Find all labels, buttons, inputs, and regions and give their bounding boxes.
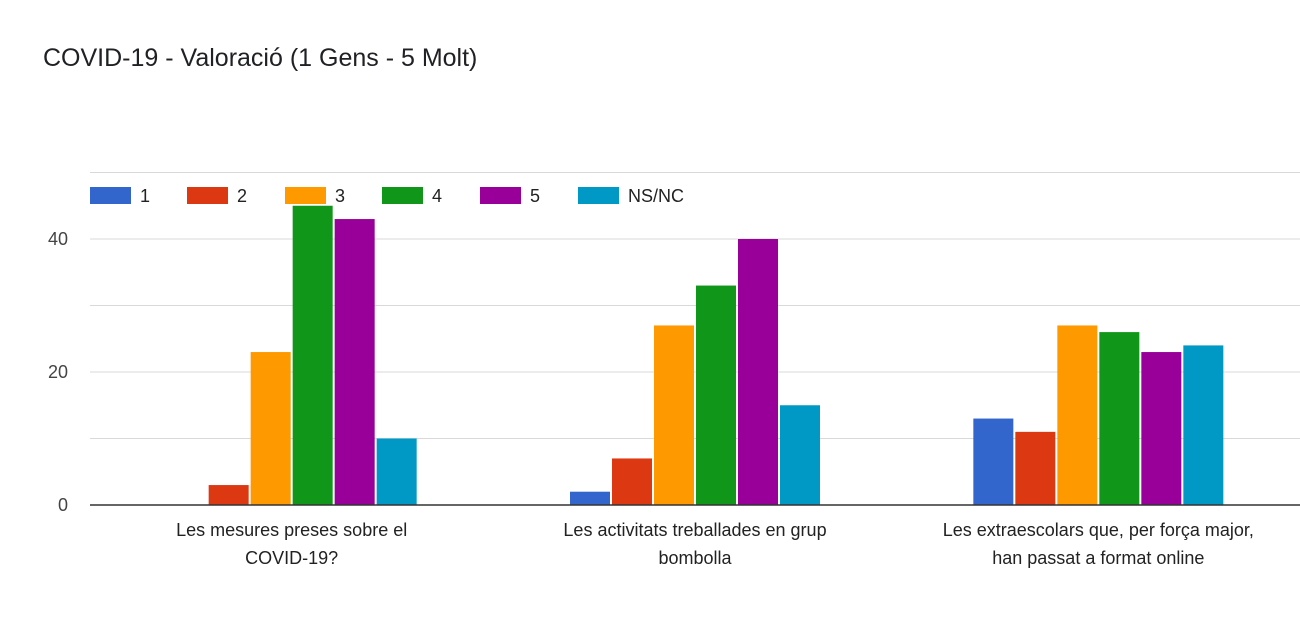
y-tick-label: 40: [48, 229, 68, 249]
bar: [1141, 352, 1182, 505]
legend-label: 1: [140, 186, 150, 206]
legend-swatch: [480, 187, 521, 204]
bar: [208, 485, 249, 505]
axes: 0 20 40 Les mesures preses sobre el COVID-19…: [48, 229, 1300, 568]
bar: [612, 458, 652, 505]
legend-label: 5: [530, 186, 540, 206]
bar: [1015, 431, 1056, 505]
legend-label: NS/NC: [628, 186, 684, 206]
x-category-label: Les activitats treballades en grup: [563, 520, 826, 540]
bar: [376, 438, 417, 505]
bar: [780, 405, 820, 505]
x-category-label: han passat a format online: [992, 548, 1204, 568]
bar: [973, 418, 1014, 505]
bar: [696, 285, 736, 505]
bar: [654, 325, 694, 505]
bar: [1057, 325, 1098, 505]
legend-swatch: [285, 187, 326, 204]
legend-label: 3: [335, 186, 345, 206]
bar: [292, 205, 333, 505]
x-category-label: Les extraescolars que, per força major,: [943, 520, 1254, 540]
bar: [1099, 332, 1140, 505]
bar: [250, 352, 291, 505]
x-category-label: COVID-19?: [245, 548, 338, 568]
bar: [570, 491, 610, 505]
bar: [1183, 345, 1224, 505]
legend-label: 2: [237, 186, 247, 206]
x-category-label: bombolla: [658, 548, 732, 568]
legend-swatch: [187, 187, 228, 204]
legend-label: 4: [432, 186, 442, 206]
bar: [334, 219, 375, 506]
legend-swatch: [90, 187, 131, 204]
x-category-label: Les mesures preses sobre el: [176, 520, 407, 540]
y-tick-label: 20: [48, 362, 68, 382]
legend: 1 2 3 4 5 NS/NC: [90, 186, 684, 206]
legend-swatch: [578, 187, 619, 204]
legend-swatch: [382, 187, 423, 204]
y-tick-label: 0: [58, 495, 68, 515]
chart-title: COVID-19 - Valoració (1 Gens - 5 Molt): [43, 44, 478, 72]
bars: [208, 205, 1224, 506]
bar: [738, 239, 778, 505]
gridlines: [90, 172, 1300, 439]
